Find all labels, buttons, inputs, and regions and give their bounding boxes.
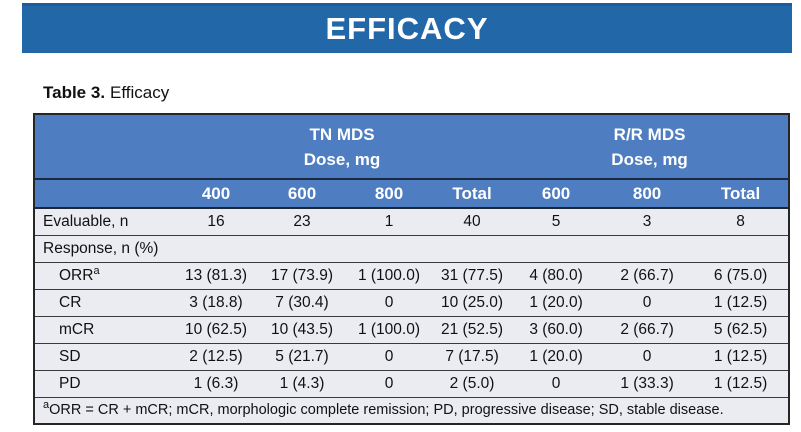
table-row-orr: ORRa 13 (81.3) 17 (73.9) 1 (100.0) 31 (7…: [34, 262, 790, 290]
table-row-response-section: Response, n (%): [34, 235, 790, 263]
table-column-header-row: 400 600 800 Total 600 800 Total: [34, 178, 790, 209]
group-header-rr-mds: R/R MDS: [511, 114, 790, 146]
cell-sd-total-tn: 7 (17.5): [433, 343, 512, 371]
footnote-marker: a: [43, 399, 50, 412]
table-row-sd: SD 2 (12.5) 5 (21.7) 0 7 (17.5) 1 (20.0)…: [34, 343, 790, 371]
table-caption-number: Table 3.: [43, 83, 106, 102]
section-banner: EFFICACY: [22, 3, 792, 53]
cell-evaluable-total-rr: 8: [693, 207, 790, 236]
cell-orr-800-rr: 2 (66.7): [601, 262, 694, 290]
cell-sd-800: 0: [345, 343, 433, 371]
cell-sd-total-rr: 1 (12.5): [693, 343, 790, 371]
table-footnote-row: aORR = CR + mCR; mCR, morphologic comple…: [34, 397, 790, 424]
column-header-600: 600: [259, 178, 345, 209]
cell-cr-800: 0: [345, 289, 433, 317]
row-label-mcr: mCR: [34, 316, 173, 344]
table-caption: Table 3. Efficacy: [43, 83, 169, 103]
cell-orr-total-tn: 31 (77.5): [433, 262, 512, 290]
cell-sd-400: 2 (12.5): [173, 343, 259, 371]
row-label-pd: PD: [34, 370, 173, 398]
column-header-total-tn: Total: [433, 178, 512, 209]
table-row-mcr: mCR 10 (62.5) 10 (43.5) 1 (100.0) 21 (52…: [34, 316, 790, 344]
cell-pd-400: 1 (6.3): [173, 370, 259, 398]
cell-pd-800: 0: [345, 370, 433, 398]
efficacy-table: TN MDS R/R MDS Dose, mg Dose, mg 400 600…: [33, 113, 791, 425]
cell-cr-600-rr: 1 (20.0): [511, 289, 602, 317]
cell-pd-800-rr: 1 (33.3): [601, 370, 694, 398]
row-label-orr: ORRa: [34, 262, 173, 290]
cell-evaluable-600: 23: [259, 207, 345, 236]
cell-evaluable-600-rr: 5: [511, 207, 602, 236]
cell-evaluable-800-rr: 3: [601, 207, 694, 236]
cell-mcr-800: 1 (100.0): [345, 316, 433, 344]
cell-mcr-600-rr: 3 (60.0): [511, 316, 602, 344]
cell-cr-800-rr: 0: [601, 289, 694, 317]
cell-pd-total-tn: 2 (5.0): [433, 370, 512, 398]
cell-mcr-total-rr: 5 (62.5): [693, 316, 790, 344]
cell-orr-total-rr: 6 (75.0): [693, 262, 790, 290]
cell-mcr-400: 10 (62.5): [173, 316, 259, 344]
header-spacer-cell: [34, 114, 173, 146]
cell-orr-400: 13 (81.3): [173, 262, 259, 290]
cell-sd-800-rr: 0: [601, 343, 694, 371]
cell-evaluable-total-tn: 40: [433, 207, 512, 236]
section-banner-title: EFFICACY: [325, 11, 489, 46]
column-header-600-rr: 600: [511, 178, 602, 209]
column-header-total-rr: Total: [693, 178, 790, 209]
cell-pd-600-rr: 0: [511, 370, 602, 398]
cell-sd-600: 5 (21.7): [259, 343, 345, 371]
column-header-400: 400: [173, 178, 259, 209]
cell-evaluable-800: 1: [345, 207, 433, 236]
footnote-text: ORR = CR + mCR; mCR, morphologic complet…: [49, 402, 724, 418]
cell-mcr-600: 10 (43.5): [259, 316, 345, 344]
group-header-tn-mds: TN MDS: [173, 114, 512, 146]
cell-pd-total-rr: 1 (12.5): [693, 370, 790, 398]
row-label-orr-text: ORR: [59, 267, 94, 284]
orr-footnote-marker: a: [93, 264, 100, 277]
cell-cr-600: 7 (30.4): [259, 289, 345, 317]
table-dose-header-row: Dose, mg Dose, mg: [34, 146, 790, 179]
dose-header-rr: Dose, mg: [511, 146, 790, 179]
header-spacer-cell: [34, 146, 173, 179]
cell-mcr-800-rr: 2 (66.7): [601, 316, 694, 344]
column-header-800: 800: [345, 178, 433, 209]
cell-orr-600: 17 (73.9): [259, 262, 345, 290]
header-spacer-cell: [34, 178, 173, 209]
cell-cr-400: 3 (18.8): [173, 289, 259, 317]
row-label-cr: CR: [34, 289, 173, 317]
dose-header-tn: Dose, mg: [173, 146, 512, 179]
cell-pd-600: 1 (4.3): [259, 370, 345, 398]
cell-evaluable-400: 16: [173, 207, 259, 236]
cell-cr-total-tn: 10 (25.0): [433, 289, 512, 317]
table-footnote: aORR = CR + mCR; mCR, morphologic comple…: [34, 397, 790, 424]
cell-sd-600-rr: 1 (20.0): [511, 343, 602, 371]
row-label-sd: SD: [34, 343, 173, 371]
table-caption-text: Efficacy: [110, 83, 170, 102]
section-label-response: Response, n (%): [34, 235, 790, 263]
cell-cr-total-rr: 1 (12.5): [693, 289, 790, 317]
table-row-pd: PD 1 (6.3) 1 (4.3) 0 2 (5.0) 0 1 (33.3) …: [34, 370, 790, 398]
cell-orr-600-rr: 4 (80.0): [511, 262, 602, 290]
table-row-evaluable: Evaluable, n 16 23 1 40 5 3 8: [34, 207, 790, 236]
table-group-header-row: TN MDS R/R MDS: [34, 114, 790, 146]
table-row-cr: CR 3 (18.8) 7 (30.4) 0 10 (25.0) 1 (20.0…: [34, 289, 790, 317]
cell-mcr-total-tn: 21 (52.5): [433, 316, 512, 344]
row-label-evaluable: Evaluable, n: [34, 207, 173, 236]
cell-orr-800: 1 (100.0): [345, 262, 433, 290]
column-header-800-rr: 800: [601, 178, 694, 209]
